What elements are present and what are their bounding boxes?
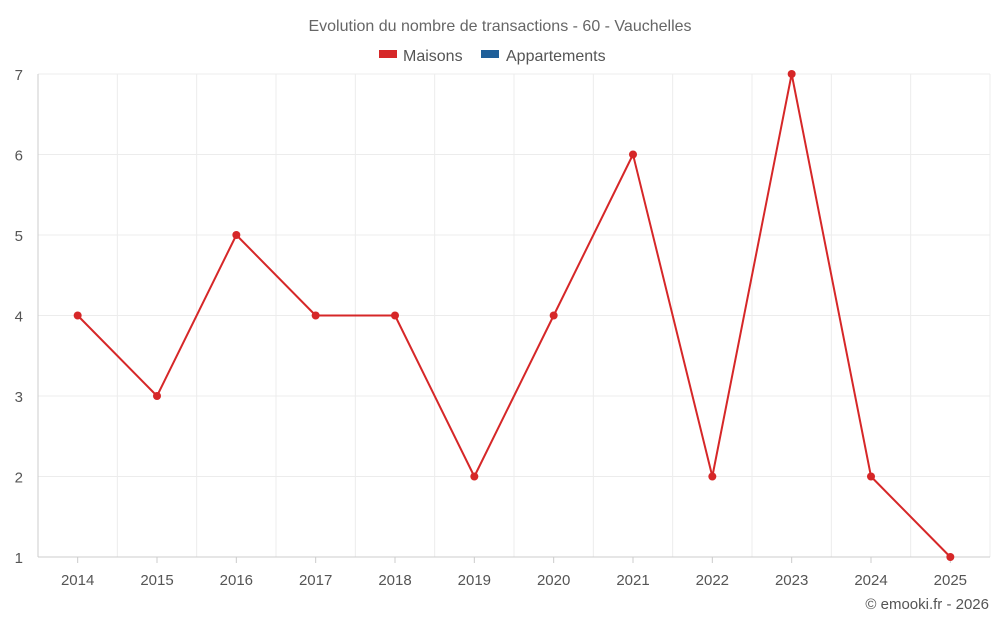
legend-item-maisons[interactable]: Maisons [379, 48, 463, 65]
y-tick-label: 2 [15, 470, 23, 487]
y-tick-label: 7 [15, 67, 23, 84]
data-point-2024[interactable] [867, 472, 875, 481]
y-tick-label: 3 [15, 389, 23, 406]
chart-title: Evolution du nombre de transactions - 60… [308, 18, 691, 35]
x-tick-label: 2017 [299, 572, 332, 589]
x-tick-label: 2025 [934, 572, 967, 589]
x-tick-label: 2020 [537, 572, 570, 589]
axes: 1 2 3 4 5 6 7 2014 2015 2016 2017 2018 2019 2020 2021 2… [15, 67, 990, 589]
series-maisons [73, 70, 955, 561]
y-tick-label: 4 [15, 309, 23, 326]
x-tick-label: 2023 [775, 572, 808, 589]
grid [37, 73, 991, 558]
legend-swatch-appartements [481, 50, 499, 58]
credit-text: © emooki.fr - 2026 [865, 596, 989, 613]
data-point-2015[interactable] [153, 392, 161, 400]
legend: Maisons Appartements [379, 48, 606, 65]
data-point-2018[interactable] [391, 311, 399, 320]
legend-label-appartements: Appartements [506, 48, 606, 65]
data-point-2023[interactable] [787, 70, 796, 78]
series-line-maisons [76, 73, 952, 558]
x-tick-label: 2015 [140, 572, 173, 589]
data-point-2017[interactable] [311, 311, 320, 320]
data-point-2020[interactable] [549, 311, 558, 320]
y-tick-label: 5 [15, 228, 23, 245]
x-tick-label: 2021 [616, 572, 649, 589]
data-point-2025[interactable] [946, 553, 955, 561]
x-tick-label: 2024 [854, 572, 887, 589]
data-point-2016[interactable] [232, 231, 241, 239]
data-point-2022[interactable] [708, 472, 717, 481]
data-point-2014[interactable] [73, 311, 82, 320]
x-tick-label: 2014 [61, 572, 94, 589]
data-point-2021[interactable] [629, 150, 637, 159]
legend-item-appartements[interactable]: Appartements [481, 48, 606, 65]
x-tick-label: 2022 [696, 572, 729, 589]
x-tick-label: 2016 [220, 572, 253, 589]
legend-swatch-maisons [379, 50, 397, 58]
x-tick-label: 2018 [378, 572, 411, 589]
y-tick-label: 1 [15, 550, 23, 567]
legend-label-maisons: Maisons [403, 48, 463, 65]
x-tick-label: 2019 [458, 572, 491, 589]
y-tick-label: 6 [15, 148, 23, 165]
data-point-2019[interactable] [470, 472, 479, 481]
